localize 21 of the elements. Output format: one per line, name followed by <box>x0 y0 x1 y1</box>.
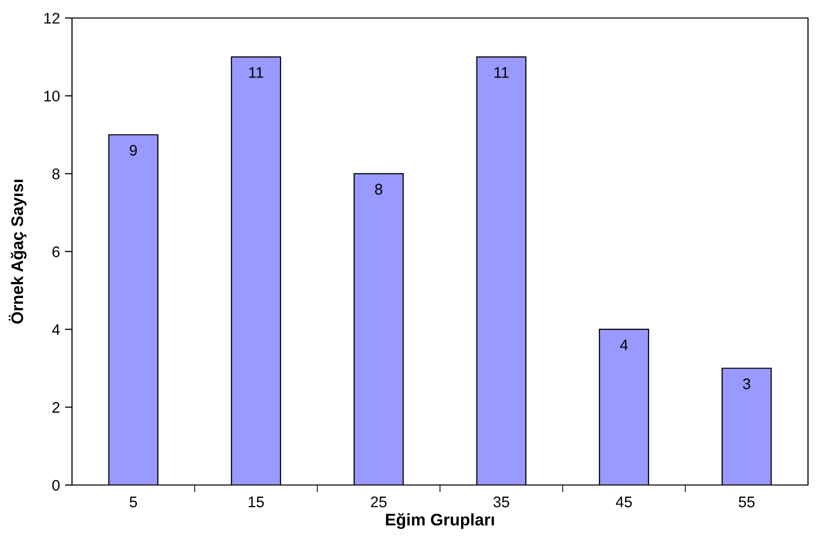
x-tick-label: 25 <box>370 496 387 508</box>
y-tick-label: 10 <box>44 90 60 102</box>
data-label: 11 <box>249 67 264 78</box>
x-tick-label: 15 <box>248 496 264 508</box>
x-tick-label: 35 <box>493 496 510 508</box>
y-tick-label: 4 <box>52 324 60 335</box>
x-tick-label: 55 <box>738 496 755 508</box>
y-axis-title: Örnek Ağaç Sayısı <box>8 180 27 324</box>
data-label: 8 <box>375 184 382 195</box>
y-tick-label: 6 <box>52 246 60 258</box>
x-axis-title: Eğim Grupları <box>386 513 494 529</box>
data-label: 11 <box>494 67 509 78</box>
data-label: 9 <box>130 144 137 156</box>
x-tick-label: 45 <box>616 496 632 508</box>
y-tick-label: 0 <box>52 480 60 491</box>
data-label: 3 <box>743 378 750 390</box>
y-tick-label: 12 <box>44 12 60 24</box>
y-tick-label: 2 <box>52 402 60 413</box>
y-tick-label: 8 <box>52 168 60 180</box>
data-label: 4 <box>620 340 628 350</box>
x-tick-label: 5 <box>130 496 137 508</box>
